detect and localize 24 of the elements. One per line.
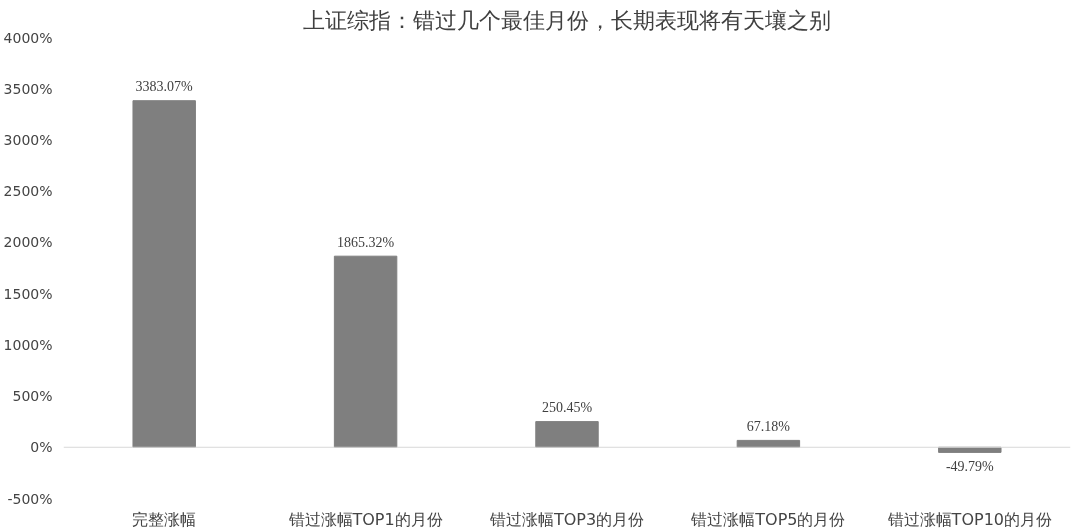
y-tick-label: 500% [12,388,53,405]
data-label: 250.45% [541,400,593,416]
chart-title: 上证综指：错过几个最佳月份，长期表现将有天壤之别 [303,7,831,33]
data-label: 1865.32% [337,234,395,250]
x-tick-label: 错过涨幅TOP10的月份 [886,509,1052,529]
data-label: 3383.07% [135,79,194,95]
y-tick-label: 4000% [3,29,53,46]
bar [333,255,398,448]
y-tick-label: 3000% [3,131,53,148]
y-tick-label: 1000% [3,336,53,353]
data-label: 67.18% [746,419,791,435]
x-tick-label: 完整涨幅 [132,509,197,529]
y-tick-label: 2000% [3,234,53,251]
y-tick-label: 1500% [3,285,53,302]
y-tick-label: 0% [30,439,53,456]
x-tick-label: 错过涨幅TOP1的月份 [287,509,443,529]
x-tick-label: 错过涨幅TOP3的月份 [488,509,645,529]
data-label: -49.79% [945,458,995,474]
x-tick-label: 错过涨幅TOP5的月份 [690,509,846,529]
y-tick-label: 3500% [3,80,53,97]
bar [132,100,196,448]
y-tick-label: 2500% [3,183,53,200]
y-tick-label: -500% [7,490,53,507]
bar [535,421,599,448]
